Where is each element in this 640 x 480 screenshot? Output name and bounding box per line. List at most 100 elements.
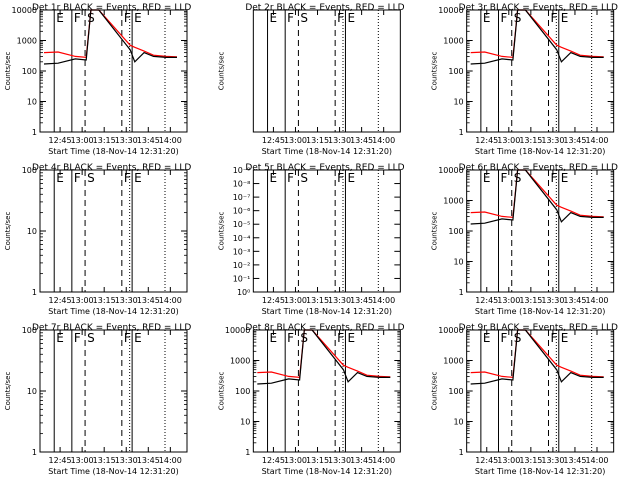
x-tick-label: 13:45 <box>137 136 160 145</box>
lld-rate-line <box>470 9 604 59</box>
marker-letter: E <box>56 331 64 345</box>
x-tick-label: 12:45 <box>49 296 72 305</box>
x-tick-label: 12:45 <box>49 456 72 465</box>
y-axis-label: Counts/sec <box>431 212 439 251</box>
marker-letter: E <box>347 331 355 345</box>
events-rate-line <box>43 9 177 65</box>
detector-panel-8: Det 8r BLACK = Events, RED = LLD Counts/s… <box>217 323 404 476</box>
y-axis-label: Counts/sec <box>431 372 439 411</box>
x-axis-label: Start Time (18-Nov-14 12:31:20) <box>475 307 605 316</box>
marker-letter: F <box>337 331 344 345</box>
x-axis-label: Start Time (18-Nov-14 12:31:20) <box>262 147 392 156</box>
x-tick-label: 13:00 <box>71 296 94 305</box>
x-tick-label: 13:15 <box>93 136 116 145</box>
y-tick-label: 10000 <box>438 166 463 175</box>
x-tick-label: 13:15 <box>93 456 116 465</box>
y-tick-label: 1 <box>245 448 250 457</box>
y-tick-label: 100 <box>22 166 37 175</box>
x-tick-label: 13:30 <box>328 456 351 465</box>
x-tick-label: 12:45 <box>475 456 498 465</box>
y-tick-label: 1000 <box>230 357 250 366</box>
marker-letter: F <box>74 331 81 345</box>
events-rate-line <box>257 329 391 385</box>
x-tick-label: 13:15 <box>93 296 116 305</box>
lld-rate-line <box>470 169 604 219</box>
x-tick-label: 13:30 <box>115 136 138 145</box>
y-tick-label: 10⁻⁷ <box>233 193 251 202</box>
x-tick-label: 13:30 <box>328 136 351 145</box>
y-axis-label: Counts/sec <box>217 372 225 411</box>
x-tick-label: 14:00 <box>372 296 395 305</box>
y-tick-label: 10⁻⁹ <box>233 166 251 175</box>
plot-frame <box>252 329 401 453</box>
x-tick-label: 13:30 <box>328 296 351 305</box>
panel-title: Det 9r BLACK = Events, RED = LLD <box>459 323 618 333</box>
x-tick-label: 13:15 <box>519 456 542 465</box>
y-tick-label: 10⁻⁸ <box>233 180 251 189</box>
x-tick-label: 12:45 <box>262 296 285 305</box>
x-tick-label: 13:00 <box>284 296 307 305</box>
panel-title: Det 2r BLACK = Events, RED = LLD <box>245 3 404 13</box>
x-axis-label: Start Time (18-Nov-14 12:31:20) <box>262 467 392 476</box>
y-axis-label: Counts/sec <box>431 52 439 91</box>
y-tick-label: 100 <box>22 67 37 76</box>
panel-title: Det 7r BLACK = Events, RED = LLD <box>32 323 191 333</box>
panel-title: Det 4r BLACK = Events, RED = LLD <box>32 163 191 173</box>
y-tick-label: 10000 <box>438 6 463 15</box>
marker-letter: E <box>561 331 569 345</box>
x-tick-label: 13:15 <box>306 296 329 305</box>
marker-letter: E <box>270 171 278 185</box>
x-tick-label: 13:45 <box>350 136 373 145</box>
detector-panel-1: Det 1r BLACK = Events, RED = LLD Counts/s… <box>4 3 191 156</box>
x-axis-label: Start Time (18-Nov-14 12:31:20) <box>48 467 178 476</box>
x-tick-label: 14:00 <box>585 296 608 305</box>
detector-panel-4: Det 4r BLACK = Events, RED = LLD Counts/s… <box>4 163 191 316</box>
x-tick-label: 13:15 <box>519 136 542 145</box>
marker-letter: S <box>87 171 95 185</box>
x-tick-label: 13:00 <box>497 456 520 465</box>
events-rate-line <box>470 329 604 385</box>
marker-letter: E <box>347 11 355 25</box>
marker-letter: F <box>337 171 344 185</box>
x-tick-label: 13:00 <box>284 456 307 465</box>
x-tick-label: 13:15 <box>306 456 329 465</box>
marker-letter: F <box>124 171 131 185</box>
y-tick-label: 100 <box>22 326 37 335</box>
y-tick-label: 10⁻¹ <box>233 274 251 283</box>
y-tick-label: 1000 <box>443 197 463 206</box>
marker-letter: F <box>501 331 508 345</box>
plot-frame <box>39 169 188 293</box>
x-axis-label: Start Time (18-Nov-14 12:31:20) <box>262 307 392 316</box>
marker-letter: E <box>56 11 64 25</box>
marker-letter: E <box>134 11 142 25</box>
y-tick-label: 1 <box>32 288 37 297</box>
y-tick-label: 10 <box>27 98 37 107</box>
marker-letter: E <box>270 11 278 25</box>
x-tick-label: 12:45 <box>49 136 72 145</box>
y-tick-label: 1 <box>32 128 37 137</box>
y-tick-label: 100 <box>448 387 463 396</box>
x-tick-label: 13:45 <box>563 136 586 145</box>
marker-letter: S <box>300 331 308 345</box>
events-rate-line <box>470 9 604 65</box>
marker-letter: F <box>74 11 81 25</box>
marker-letter: F <box>287 11 294 25</box>
marker-letter: F <box>550 11 557 25</box>
x-tick-label: 12:45 <box>475 136 498 145</box>
x-axis-label: Start Time (18-Nov-14 12:31:20) <box>48 147 178 156</box>
y-tick-label: 10000 <box>12 6 37 15</box>
y-tick-label: 1 <box>459 128 464 137</box>
y-axis-label: Counts/sec <box>4 212 12 251</box>
marker-letter: F <box>124 11 131 25</box>
y-tick-label: 10000 <box>225 326 250 335</box>
y-axis-label: Counts/sec <box>4 52 12 91</box>
y-tick-label: 100 <box>448 227 463 236</box>
marker-letter: E <box>56 171 64 185</box>
y-axis-label: Counts/sec <box>217 212 225 251</box>
y-tick-label: 10 <box>27 387 37 396</box>
marker-letter: F <box>501 11 508 25</box>
plot-frame <box>466 329 615 453</box>
x-tick-label: 13:45 <box>350 296 373 305</box>
panel-title: Det 8r BLACK = Events, RED = LLD <box>245 323 404 333</box>
